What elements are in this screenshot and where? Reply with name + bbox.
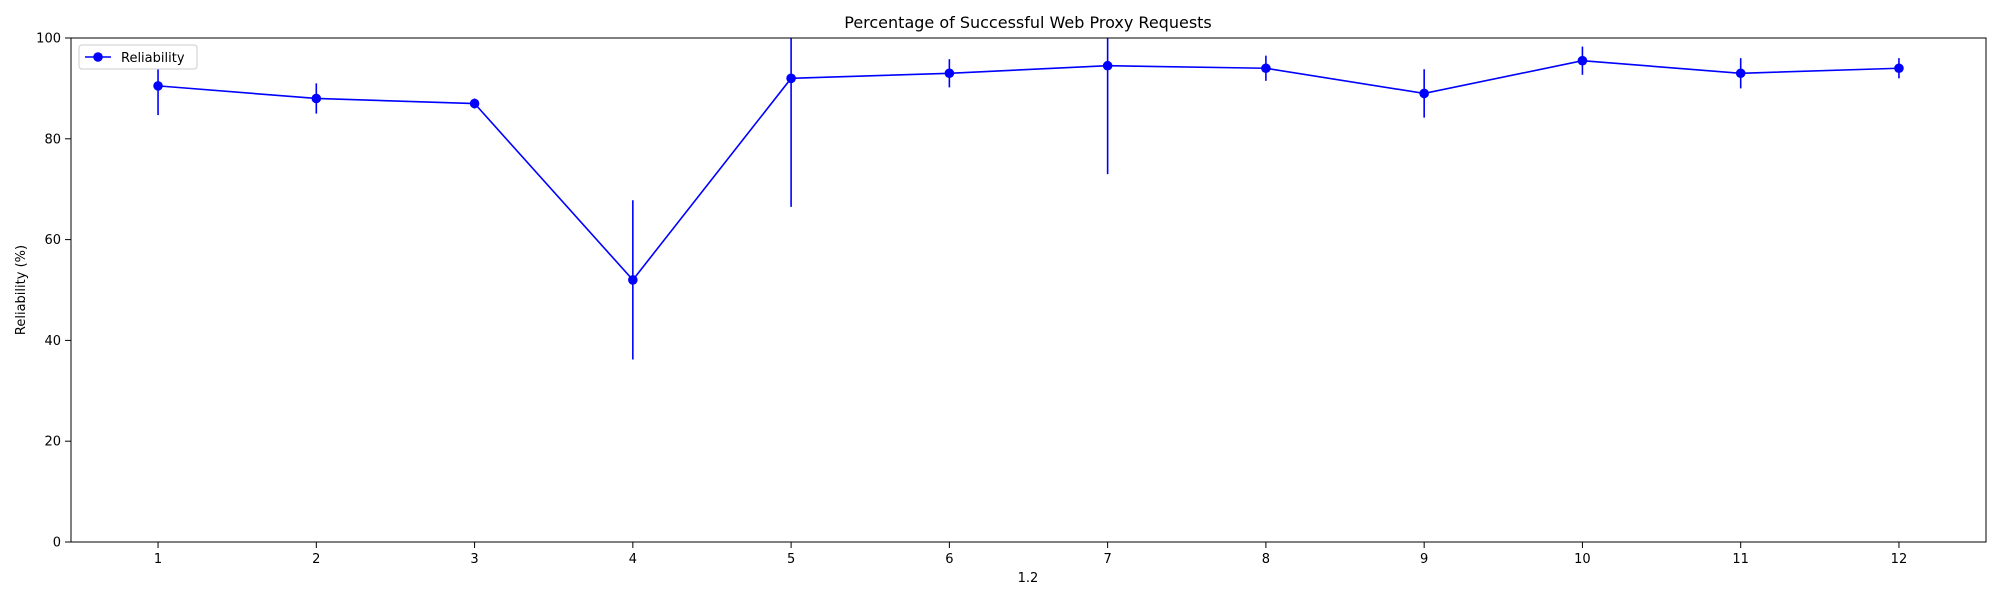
legend-label: Reliability (121, 51, 185, 66)
data-point (1102, 60, 1113, 71)
x-tick-label: 8 (1262, 552, 1270, 567)
y-tick-label: 60 (44, 233, 61, 248)
y-tick-label: 20 (44, 435, 61, 450)
x-tick-label: 5 (787, 552, 795, 567)
x-tick-label: 1 (154, 552, 162, 567)
data-point (628, 275, 638, 285)
y-tick-label: 100 (36, 32, 61, 47)
x-tick-label: 11 (1732, 552, 1749, 567)
x-tick-label: 3 (470, 552, 478, 567)
data-point (1261, 63, 1271, 74)
y-axis-ticks: 0 20 40 60 80 100 (36, 32, 71, 551)
x-tick-label: 12 (1891, 552, 1908, 567)
y-tick-label: 80 (44, 132, 61, 147)
y-tick-label: 40 (44, 334, 61, 349)
data-point (469, 98, 480, 109)
y-tick-label: 0 (53, 536, 61, 551)
legend-marker (93, 52, 103, 62)
axes-frame (70, 37, 1987, 543)
data-point (1577, 55, 1588, 66)
series-line (157, 59, 1899, 282)
x-tick-label: 6 (945, 552, 953, 567)
x-tick-label: 2 (312, 552, 320, 567)
y-axis-label: Reliability (%) (14, 245, 29, 335)
data-point (786, 73, 796, 84)
data-point (1894, 63, 1904, 74)
x-axis-ticks: 1 2 3 4 5 6 7 8 9 10 11 12 (154, 542, 1907, 567)
x-axis-label: 1.2 (1018, 571, 1039, 586)
x-tick-label: 10 (1574, 552, 1591, 567)
data-point (1419, 88, 1429, 99)
chart-title: Percentage of Successful Web Proxy Reque… (844, 13, 1212, 32)
plot-area (153, 38, 1904, 360)
data-point (311, 93, 322, 104)
legend: Reliability (78, 44, 198, 70)
x-tick-label: 4 (629, 552, 637, 567)
legend-box (78, 44, 198, 70)
data-point (944, 68, 955, 79)
x-tick-label: 9 (1420, 552, 1428, 567)
data-point (153, 81, 163, 91)
x-tick-label: 7 (1103, 552, 1111, 567)
data-point (1735, 68, 1746, 79)
